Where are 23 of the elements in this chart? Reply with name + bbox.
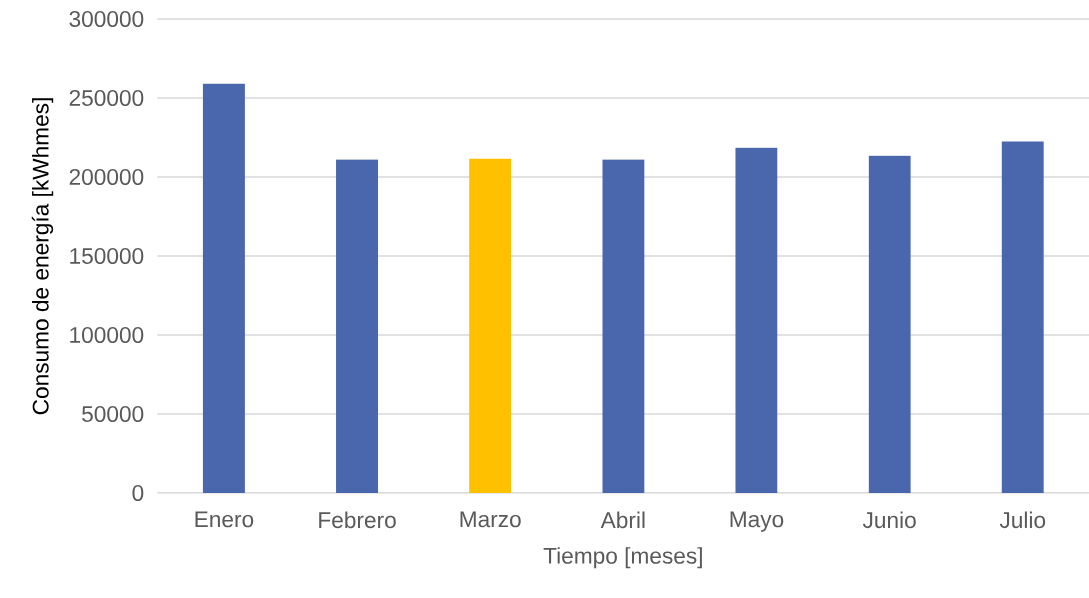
y-tick-label: 100000 [70,326,144,344]
bar [602,159,645,493]
bar [336,159,379,493]
x-tick-label: Julio [999,511,1046,529]
y-axis-title: Consumo de energía [kWhmes] [31,98,54,415]
x-tick-label: Febrero [319,511,396,529]
y-tick-label: 200000 [69,168,144,186]
bar [1001,141,1044,493]
bar [202,83,245,493]
x-tick-label: Abril [600,511,645,529]
x-tick-label: Marzo [460,511,521,528]
x-axis-title: Tiempo [meses] [543,547,702,569]
bar [735,147,778,493]
y-tick-label: 50000 [82,405,144,423]
y-tick-label: 150000 [70,247,144,265]
x-tick-label: Enero [195,511,254,528]
bar [469,158,512,493]
y-tick-label: 250000 [69,89,144,107]
x-tick-label: Junio [862,511,916,529]
y-tick-label: 300000 [69,10,144,28]
bar [868,155,911,493]
x-tick-label: Mayo [730,511,784,532]
y-tick-label: 0 [132,484,144,502]
